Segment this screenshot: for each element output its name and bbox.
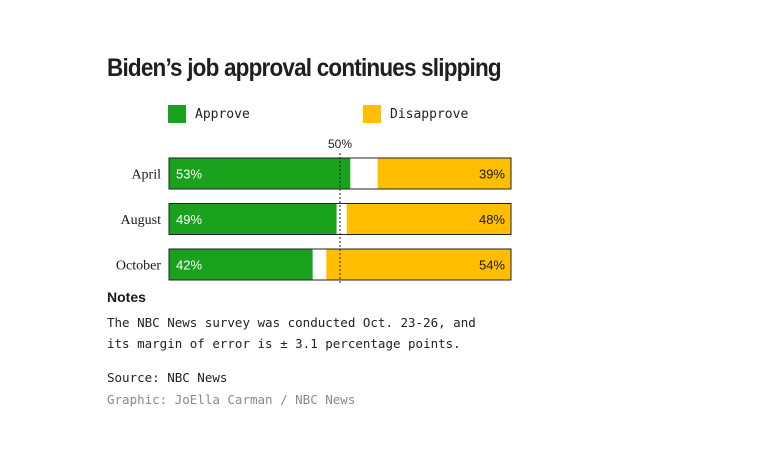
legend-item-approve: Approve (168, 105, 250, 123)
legend-label-disapprove: Disapprove (390, 106, 469, 122)
bar-disapprove (346, 203, 511, 235)
reference-line-label: 50% (328, 137, 352, 151)
legend-item-disapprove: Disapprove (363, 105, 468, 123)
notes-line: its margin of error is ± 3.1 percentage … (107, 336, 461, 351)
legend-swatch-approve (168, 105, 186, 123)
category-label: October (116, 259, 161, 274)
notes-heading: Notes (107, 289, 146, 305)
stacked-bar-chart: April 53% 39% August 49% 48% October 42% 54% 50% (116, 137, 512, 284)
category-label: April (131, 168, 161, 183)
notes-line: The NBC News survey was conducted Oct. 2… (107, 315, 476, 330)
bar-approve (169, 203, 337, 235)
data-label-approve: 42% (176, 258, 202, 273)
data-label-approve: 53% (176, 167, 202, 182)
notes-body: The NBC News survey was conducted Oct. 2… (107, 312, 527, 354)
legend-label-approve: Approve (195, 106, 250, 122)
chart-title: Biden’s job approval continues slipping (107, 54, 502, 82)
legend-swatch-disapprove (363, 105, 381, 123)
bar-approve (169, 158, 351, 189)
data-label-approve: 49% (176, 212, 202, 227)
bar-approve (169, 249, 313, 280)
graphic-credit: Graphic: JoElla Carman / NBC News (107, 392, 356, 407)
source-line: Source: NBC News (107, 370, 228, 385)
bar-disapprove (326, 249, 511, 280)
data-label-disapprove: 39% (479, 167, 505, 182)
category-label: August (121, 213, 162, 228)
data-label-disapprove: 54% (479, 258, 505, 273)
bar-disapprove (377, 158, 511, 189)
data-label-disapprove: 48% (479, 212, 505, 227)
